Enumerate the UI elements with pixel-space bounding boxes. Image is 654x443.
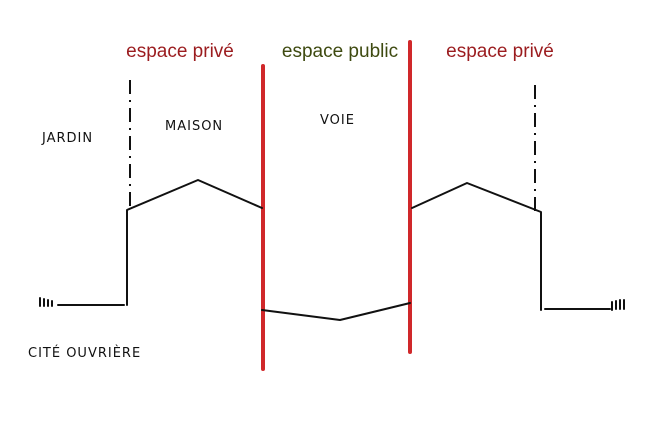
grass-right [544, 299, 625, 311]
annotation: MAISON [165, 119, 223, 134]
house-right [411, 182, 542, 311]
caption: CITÉ OUVRIÈRE [28, 345, 141, 361]
zone-label: espace public [282, 41, 398, 62]
zone-label: espace privé [126, 41, 234, 62]
house-left [126, 179, 263, 306]
annotation: JARDIN [41, 131, 93, 146]
zone-label: espace privé [446, 41, 554, 62]
grass-left [39, 297, 125, 307]
annotation: VOIE [320, 113, 355, 128]
road [261, 302, 411, 321]
